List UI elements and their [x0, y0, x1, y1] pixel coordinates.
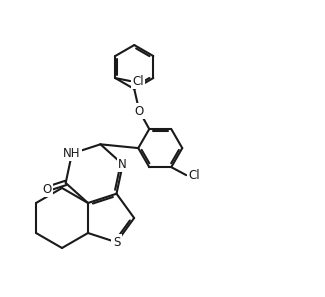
Text: O: O	[42, 183, 51, 196]
Text: Cl: Cl	[132, 75, 144, 88]
Text: S: S	[113, 236, 120, 249]
Text: N: N	[118, 158, 127, 171]
Text: O: O	[135, 105, 144, 118]
Text: NH: NH	[63, 147, 81, 160]
Text: Cl: Cl	[188, 169, 200, 182]
